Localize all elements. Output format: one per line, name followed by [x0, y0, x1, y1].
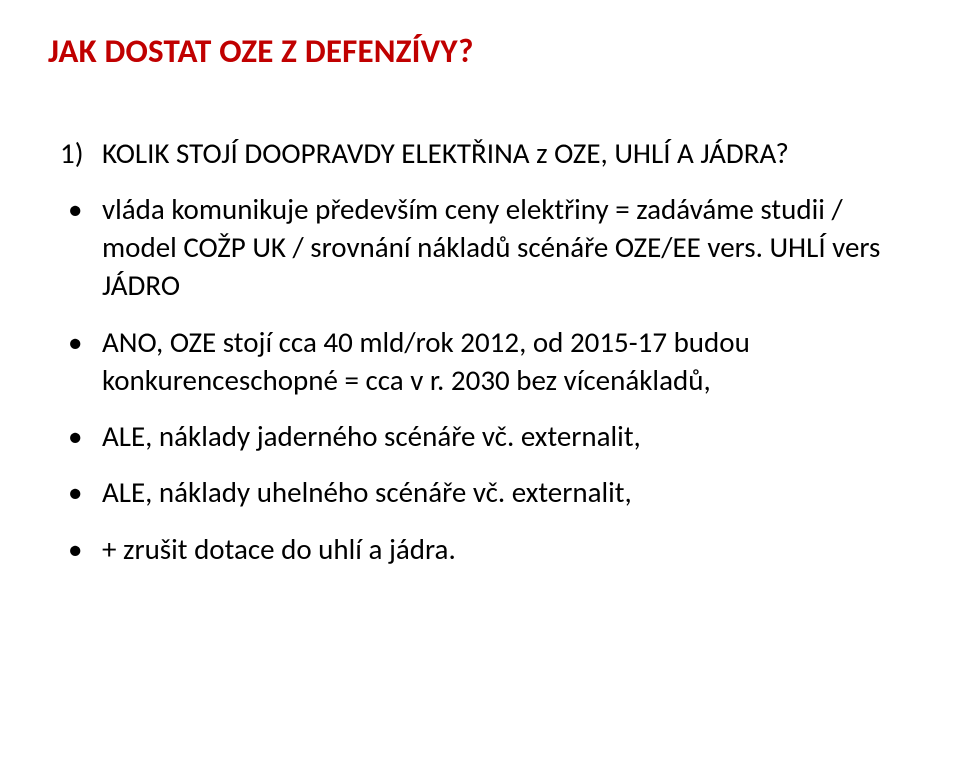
list-item: vláda komunikuje především ceny elektřin… [48, 190, 912, 305]
list-item: ALE, náklady jaderného scénáře vč. exter… [48, 417, 912, 455]
list-item: + zrušit dotace do uhlí a jádra. [48, 530, 912, 568]
list-item: ALE, náklady uhelného scénáře vč. extern… [48, 473, 912, 511]
numbered-item-text: KOLIK STOJÍ DOOPRAVDY ELEKTŘINA z OZE, U… [102, 134, 912, 172]
slide: JAK DOSTAT OZE Z DEFENZÍVY? 1) KOLIK STO… [0, 0, 960, 769]
list-item: ANO, OZE stojí cca 40 mld/rok 2012, od 2… [48, 323, 912, 400]
slide-title: JAK DOSTAT OZE Z DEFENZÍVY? [48, 30, 912, 74]
numbered-item-number: 1) [60, 134, 102, 172]
numbered-item: 1) KOLIK STOJÍ DOOPRAVDY ELEKTŘINA z OZE… [60, 134, 912, 172]
bullet-list: vláda komunikuje především ceny elektřin… [48, 190, 912, 568]
